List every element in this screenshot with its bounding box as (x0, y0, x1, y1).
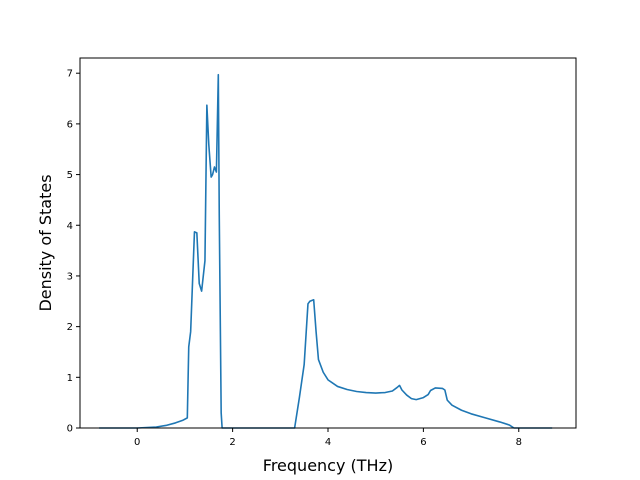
x-axis-label: Frequency (THz) (263, 456, 393, 475)
dos-series-line-0 (99, 73, 553, 429)
y-tick-label-0: 0 (67, 424, 73, 435)
x-tick-label-0: 0 (134, 437, 140, 448)
y-tick-label-1: 1 (67, 373, 73, 384)
y-tick-label-2: 2 (67, 322, 73, 333)
x-tick-label-3: 6 (420, 437, 426, 448)
x-tick-label-2: 4 (325, 437, 331, 448)
y-tick-label-4: 4 (67, 221, 73, 232)
y-axis-label: Density of States (36, 174, 55, 311)
y-axis-ticks: 0 1 2 3 4 5 6 7 (67, 69, 80, 435)
series-layer (99, 73, 553, 429)
x-tick-label-1: 2 (229, 437, 235, 448)
y-tick-label-3: 3 (67, 271, 73, 282)
y-tick-label-6: 6 (67, 119, 73, 130)
plot-background (80, 58, 576, 428)
y-tick-label-5: 5 (67, 170, 73, 181)
x-tick-label-4: 8 (516, 437, 522, 448)
y-tick-label-7: 7 (67, 69, 73, 80)
x-axis-ticks: 0 2 4 6 8 (134, 428, 522, 448)
